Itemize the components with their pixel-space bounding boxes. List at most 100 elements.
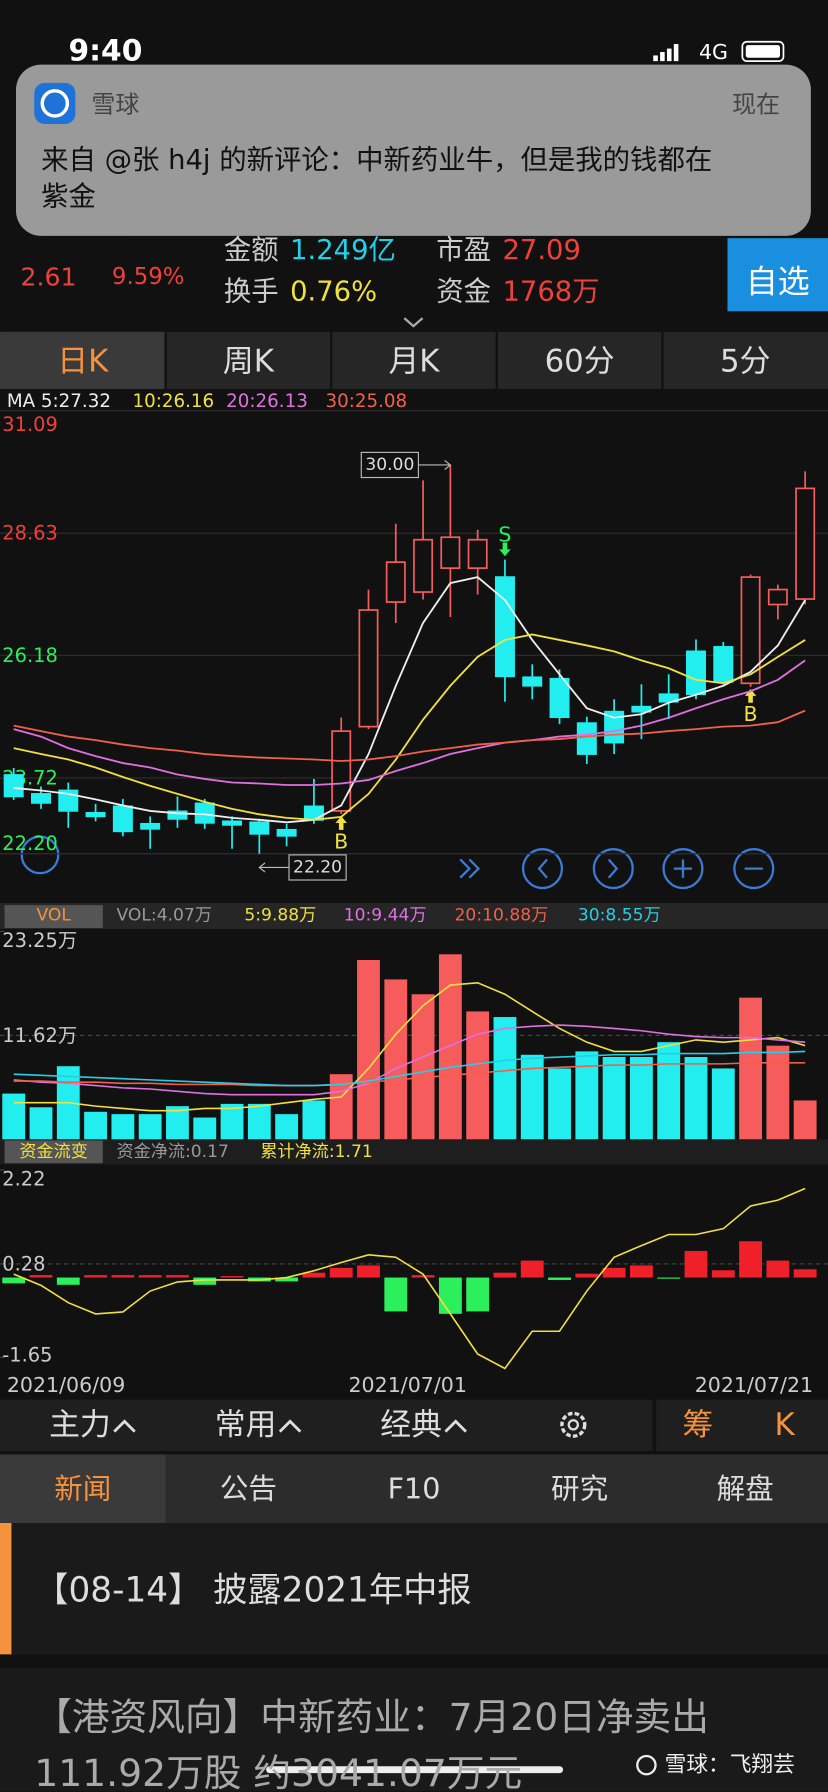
news-tab[interactable]: 研究 bbox=[551, 1472, 608, 1506]
news-item-bg[interactable] bbox=[0, 1522, 828, 1655]
x-tick-label: 2021/07/21 bbox=[695, 1373, 813, 1397]
candle-body bbox=[167, 810, 188, 820]
news-tab[interactable]: 新闻 bbox=[54, 1472, 111, 1506]
candle-body bbox=[767, 588, 788, 606]
fund-bar bbox=[438, 1277, 462, 1314]
volume-bar bbox=[2, 1093, 26, 1140]
legend-entry: VOL:4.07万 bbox=[116, 905, 211, 925]
indicator-line bbox=[13, 1050, 806, 1087]
candle-body bbox=[440, 536, 461, 569]
candle-body bbox=[685, 650, 706, 696]
candle-body bbox=[31, 793, 51, 804]
status-time: 9:40 bbox=[69, 33, 143, 68]
stat-value: 1768万 bbox=[503, 276, 600, 307]
candle-body bbox=[140, 822, 161, 830]
volume-bar bbox=[575, 1051, 599, 1140]
expand-button[interactable] bbox=[459, 858, 481, 879]
legend-entry: 10:9.44万 bbox=[344, 905, 427, 925]
stat-value: 0.76% bbox=[290, 276, 377, 307]
candle-body bbox=[112, 805, 133, 833]
zoom-in-icon bbox=[673, 859, 693, 878]
fund-bar bbox=[84, 1275, 108, 1278]
stat-value: 27.09 bbox=[503, 235, 581, 266]
chart-controls bbox=[20, 835, 775, 890]
volume-bar bbox=[138, 1114, 162, 1140]
toolbar-item[interactable]: 常用 bbox=[215, 1407, 277, 1443]
min-label: 22.20 bbox=[293, 857, 342, 877]
max-label-box bbox=[360, 451, 419, 479]
prev-icon bbox=[537, 858, 548, 879]
period-tab[interactable]: 周K bbox=[223, 344, 275, 380]
period-tab[interactable]: 60分 bbox=[545, 344, 615, 380]
watch-button-bg[interactable] bbox=[727, 238, 828, 312]
stat-label: 市盈 bbox=[436, 235, 491, 266]
news-tab[interactable]: F10 bbox=[388, 1472, 441, 1506]
legend-entry: 累计净流:1.71 bbox=[260, 1142, 372, 1162]
period-tab[interactable]: 5分 bbox=[720, 344, 770, 380]
volume-bar bbox=[766, 1045, 790, 1140]
watermark: 雪球：飞翔芸 bbox=[665, 1753, 795, 1778]
fund-bar bbox=[629, 1265, 653, 1278]
next-icon bbox=[607, 858, 619, 879]
zoom-out-button[interactable] bbox=[733, 848, 775, 890]
indicator-line bbox=[13, 633, 806, 821]
volume-bar bbox=[29, 1107, 53, 1140]
toolbar-item[interactable]: K bbox=[774, 1407, 795, 1443]
settings-icon[interactable] bbox=[560, 1411, 587, 1438]
fund-bar bbox=[575, 1273, 599, 1278]
status-icons bbox=[653, 40, 785, 63]
toolbar-chevron bbox=[444, 1419, 467, 1433]
vol-header-bg bbox=[0, 902, 828, 930]
toolbar-bg bbox=[0, 1399, 828, 1452]
legend-entry: 5:9.88万 bbox=[244, 905, 316, 925]
y-tick-label: -1.65 bbox=[2, 1344, 52, 1367]
fund-bar bbox=[493, 1272, 517, 1278]
next-button[interactable] bbox=[592, 848, 634, 890]
prev-button[interactable] bbox=[521, 848, 564, 890]
candle-body bbox=[85, 812, 106, 818]
battery bbox=[741, 40, 785, 63]
signal-bar bbox=[660, 52, 665, 62]
candle-body bbox=[358, 609, 379, 728]
legend-entry: 20:26.13 bbox=[226, 391, 308, 412]
volume-bar bbox=[111, 1114, 135, 1140]
toolbar-item[interactable]: 经典 bbox=[380, 1407, 442, 1443]
tab-active-bg bbox=[0, 331, 166, 389]
y-tick-label: 2.22 bbox=[2, 1168, 45, 1191]
fund-title-bg bbox=[4, 1140, 103, 1164]
signal-label: B bbox=[334, 829, 348, 853]
period-tab[interactable]: 月K bbox=[388, 344, 440, 380]
fund-bar bbox=[302, 1272, 326, 1278]
volume-bar bbox=[193, 1117, 217, 1140]
fund-bar bbox=[739, 1241, 762, 1278]
candle-body bbox=[658, 693, 679, 703]
app-icon-mark bbox=[40, 89, 70, 118]
fund-bar bbox=[138, 1275, 162, 1278]
max-arrow bbox=[418, 459, 452, 470]
period-tab[interactable]: 日K bbox=[57, 344, 109, 380]
reset-button[interactable] bbox=[20, 835, 60, 875]
candle-body bbox=[795, 487, 816, 600]
volume-bar bbox=[302, 1100, 326, 1140]
y-tick-label: 22.20 bbox=[2, 832, 58, 855]
volume-bar bbox=[657, 1042, 681, 1140]
fund-bar bbox=[793, 1269, 817, 1278]
news-tab[interactable]: 公告 bbox=[220, 1472, 277, 1506]
fund-bar bbox=[111, 1275, 135, 1278]
toolbar-item[interactable]: 主力 bbox=[49, 1407, 111, 1443]
x-tick-label: 2021/06/09 bbox=[7, 1373, 125, 1397]
news-tab-active-bg bbox=[0, 1454, 166, 1523]
notification-text: 来自 @张 h4j 的新评论：中新药业牛，但是我的钱都在 bbox=[41, 145, 712, 176]
toolbar-item[interactable]: 筹 bbox=[682, 1407, 713, 1443]
volume-bar bbox=[520, 1054, 544, 1140]
news-tab[interactable]: 解盘 bbox=[717, 1472, 774, 1506]
fund-bar bbox=[29, 1275, 53, 1278]
volume-bar bbox=[629, 1057, 653, 1140]
y-tick-label: 11.62万 bbox=[2, 1024, 77, 1047]
notification-card[interactable] bbox=[15, 64, 811, 236]
vol-title-bg bbox=[4, 905, 103, 928]
zoom-in-button[interactable] bbox=[662, 848, 704, 890]
expand-chevron[interactable] bbox=[403, 317, 424, 328]
